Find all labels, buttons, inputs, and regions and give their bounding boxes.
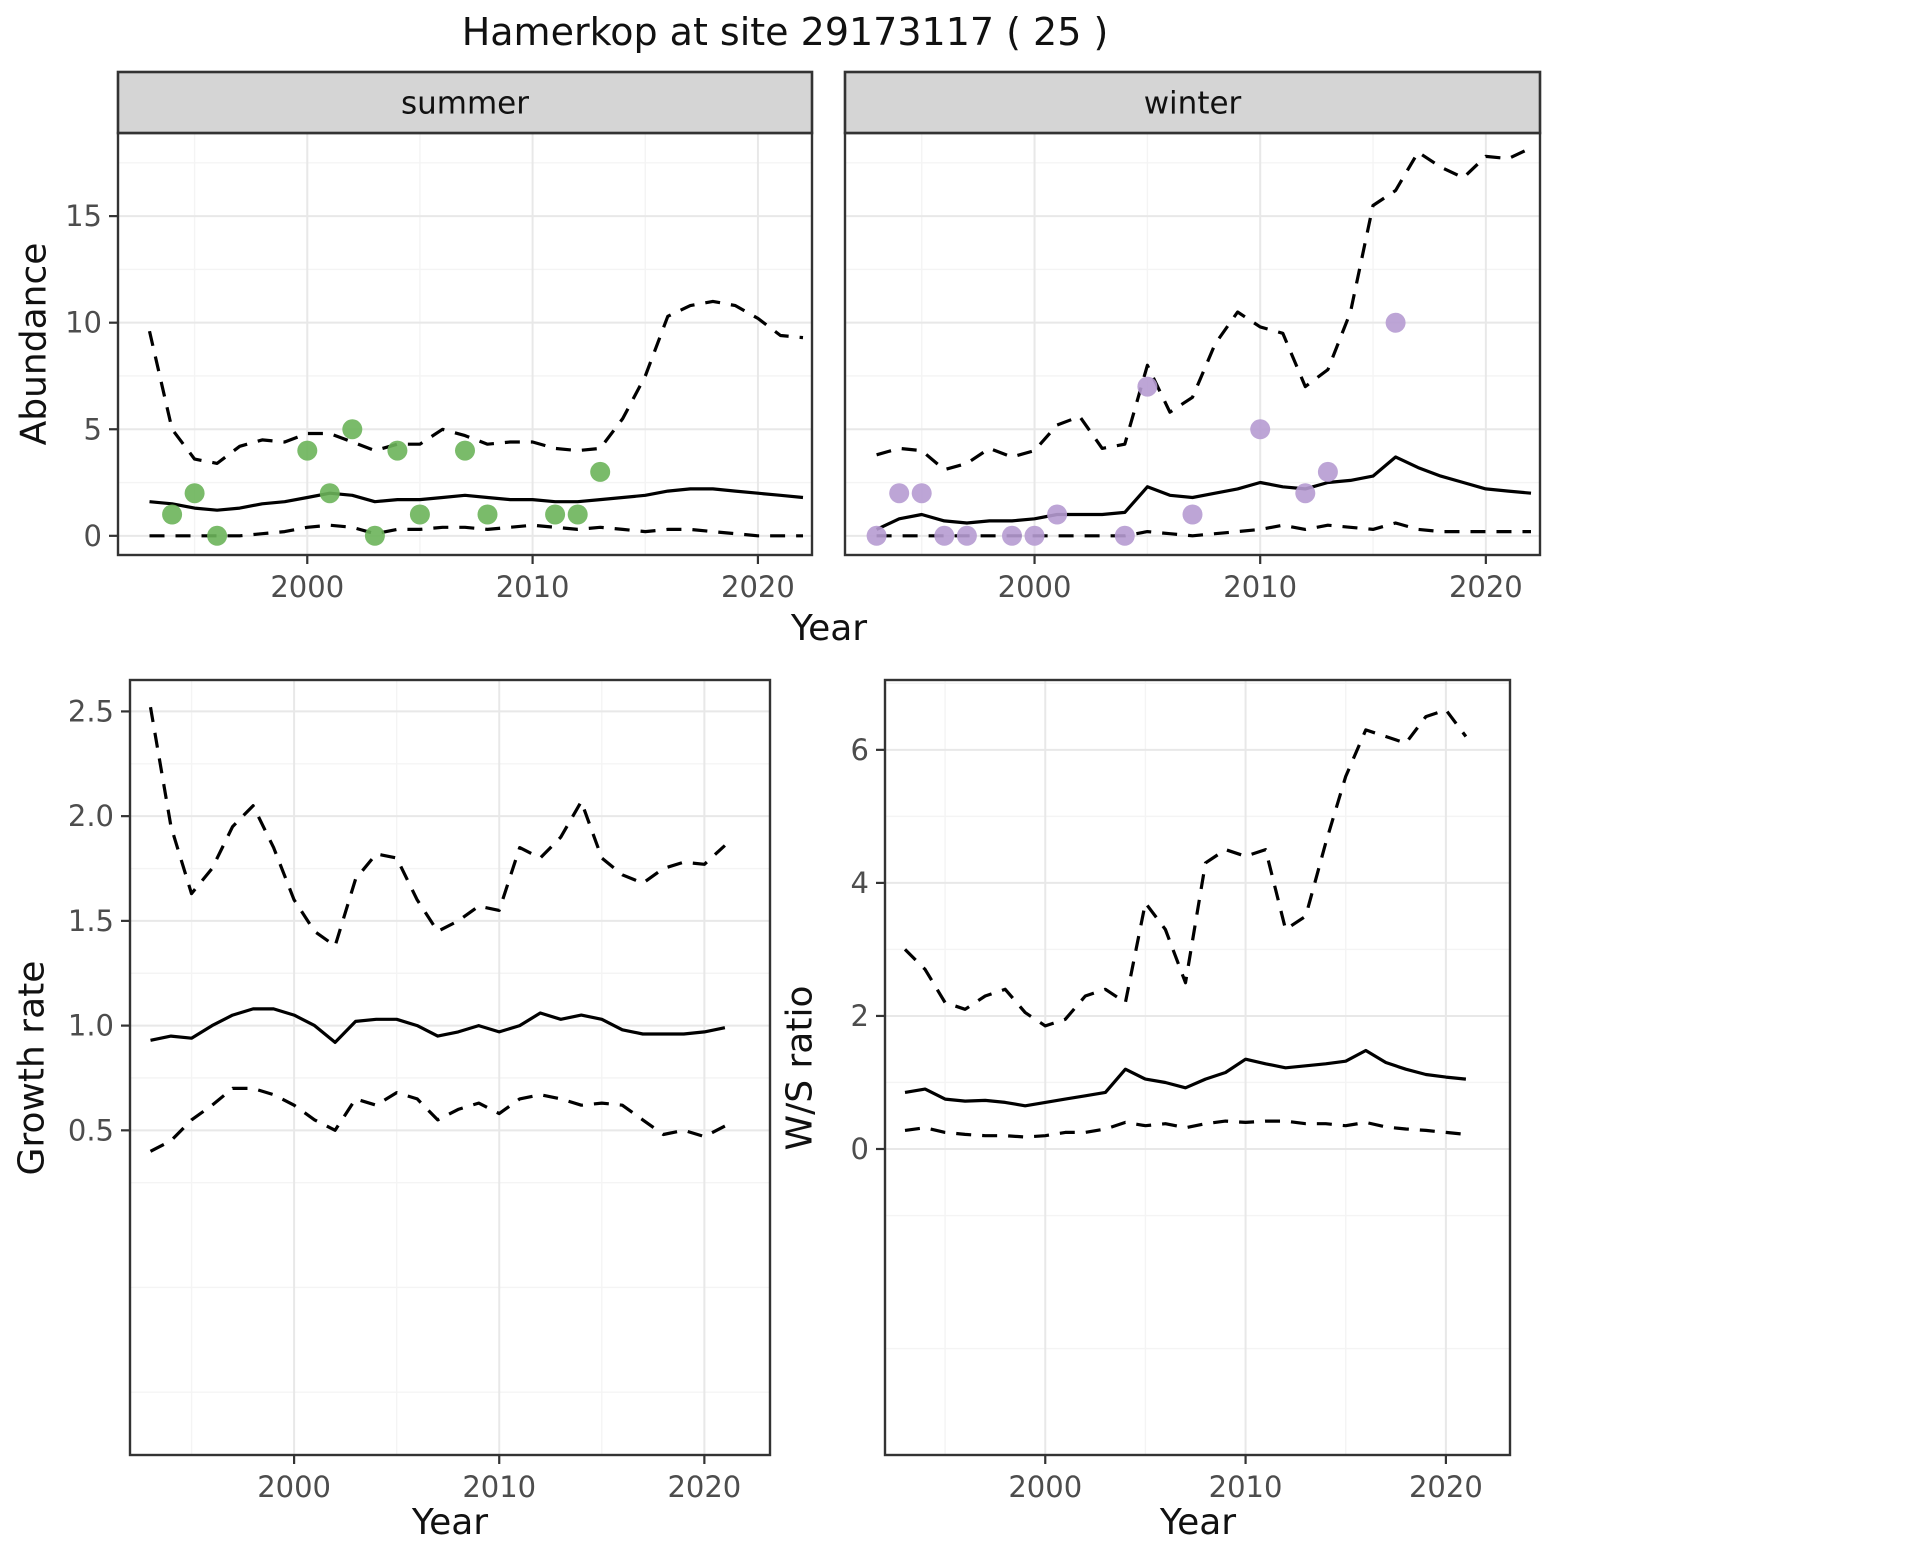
growth-rate-x-tick-label: 2000 <box>257 1470 331 1504</box>
facet-strip-winter <box>843 70 1542 135</box>
abundance-summer-observation-point <box>590 461 611 482</box>
abundance-summer-observation-point <box>297 440 318 461</box>
ws-ratio-y-tick-label: 4 <box>851 866 869 900</box>
abundance-y-axis-label: Abundance <box>13 242 55 446</box>
abundance-winter-observation-point <box>1182 504 1203 525</box>
growth-rate-x-axis-label: Year <box>411 1502 489 1543</box>
growth-rate-y-tick-label: 0.5 <box>68 1113 114 1147</box>
abundance-winter-panel: 2000 2010 2020 winter <box>843 70 1542 604</box>
ws-ratio-border <box>883 678 1512 1457</box>
ws-ratio-x-tick-label: 2020 <box>1409 1470 1483 1504</box>
abundance-summer-observation-point <box>409 504 430 525</box>
abundance-summer-observation-point <box>319 483 340 504</box>
growth-rate-panel: 2000 2010 2020 0.5 1.0 1.5 2.0 2.5 <box>68 678 772 1504</box>
growth-rate-mean-line <box>150 1007 726 1044</box>
top-x-axis-label: Year <box>790 608 868 649</box>
abundance-summer-mean-line <box>149 487 804 512</box>
ws-ratio-upper-ci-line <box>903 708 1468 1028</box>
ws-ratio-x-axis-label: Year <box>1159 1502 1237 1543</box>
abundance-summer-y-tick-label: 0 <box>84 519 102 553</box>
abundance-winter-observation-point <box>1250 419 1271 440</box>
abundance-winter-observation-point <box>911 483 932 504</box>
abundance-summer-y-tick-label: 15 <box>65 199 102 233</box>
abundance-summer-observation-point <box>184 483 205 504</box>
facet-strip-label-winter: winter <box>1144 86 1242 122</box>
abundance-summer-observation-point <box>567 504 588 525</box>
growth-rate-background <box>130 680 770 1455</box>
ws-ratio-panel: 2000 2010 2020 0 2 4 6 <box>851 678 1512 1504</box>
abundance-winter-observation-point <box>1047 504 1068 525</box>
abundance-summer-observation-point <box>387 440 408 461</box>
abundance-winter-x-tick-label: 2020 <box>1449 570 1523 604</box>
abundance-summer-x-tick-label: 2010 <box>496 570 570 604</box>
abundance-summer-observation-point <box>364 525 385 546</box>
growth-rate-upper-ci-line <box>148 706 726 948</box>
growth-rate-y-tick-label: 1.5 <box>68 904 114 938</box>
abundance-summer-panel: 2000 2010 2020 0 5 10 15 summer <box>65 70 814 604</box>
ws-ratio-mean-line <box>904 1048 1467 1108</box>
abundance-summer-x-tick-label: 2000 <box>270 570 344 604</box>
abundance-winter-observation-point <box>1137 376 1158 397</box>
abundance-winter-observation-point <box>1002 525 1022 546</box>
abundance-summer-background <box>118 133 812 555</box>
abundance-summer-y-tick-label: 10 <box>65 306 102 340</box>
ws-ratio-y-axis-label: W/S ratio <box>779 985 821 1151</box>
ws-ratio-y-tick-label: 6 <box>851 733 869 767</box>
ws-ratio-y-tick-label: 2 <box>851 999 869 1033</box>
abundance-winter-observation-point <box>1114 525 1135 546</box>
abundance-summer-observation-point <box>545 504 566 525</box>
growth-rate-x-tick-label: 2010 <box>462 1470 536 1504</box>
abundance-winter-background <box>845 133 1540 555</box>
abundance-winter-observation-point <box>1295 483 1316 504</box>
abundance-winter-observation-point <box>889 483 910 504</box>
growth-rate-x-tick-label: 2020 <box>667 1470 741 1504</box>
figure-title: Hamerkop at site 29173117 ( 25 ) <box>461 10 1109 54</box>
abundance-winter-x-tick-label: 2010 <box>1223 570 1297 604</box>
growth-rate-y-axis-label: Growth rate <box>11 960 53 1176</box>
ws-ratio-y-tick-label: 0 <box>851 1132 869 1166</box>
abundance-winter-observation-point <box>1317 461 1338 482</box>
growth-rate-y-tick-label: 2.0 <box>68 799 114 833</box>
abundance-summer-observation-point <box>455 440 475 461</box>
abundance-summer-upper-ci-line <box>147 299 804 465</box>
abundance-summer-y-tick-label: 5 <box>84 412 102 446</box>
abundance-winter-observation-point <box>1024 525 1045 546</box>
ws-ratio-background <box>885 680 1510 1455</box>
facet-strip-summer <box>116 70 814 135</box>
abundance-winter-observation-point <box>1385 312 1406 333</box>
ws-ratio-lower-ci-line <box>904 1119 1467 1139</box>
facet-strip-label-summer: summer <box>401 86 529 122</box>
abundance-winter-observation-point <box>866 525 887 546</box>
abundance-summer-observation-point <box>207 525 228 546</box>
abundance-summer-observation-point <box>162 504 183 525</box>
abundance-summer-x-tick-label: 2020 <box>721 570 795 604</box>
abundance-winter-observation-point <box>956 525 977 546</box>
growth-rate-lower-ci-line <box>149 1086 726 1153</box>
abundance-summer-lower-ci-line <box>149 523 803 538</box>
growth-rate-border <box>128 678 772 1457</box>
growth-rate-y-tick-label: 1.0 <box>68 1009 114 1043</box>
abundance-summer-observation-point <box>477 504 498 525</box>
ws-ratio-x-tick-label: 2010 <box>1209 1470 1283 1504</box>
abundance-winter-observation-point <box>934 525 955 546</box>
abundance-summer-observation-point <box>342 419 363 440</box>
abundance-winter-x-tick-label: 2000 <box>998 570 1072 604</box>
abundance-winter-mean-line <box>875 455 1532 531</box>
ws-ratio-x-tick-label: 2000 <box>1008 1470 1082 1504</box>
abundance-winter-lower-ci-line <box>876 521 1531 538</box>
growth-rate-y-tick-label: 2.5 <box>68 694 114 728</box>
